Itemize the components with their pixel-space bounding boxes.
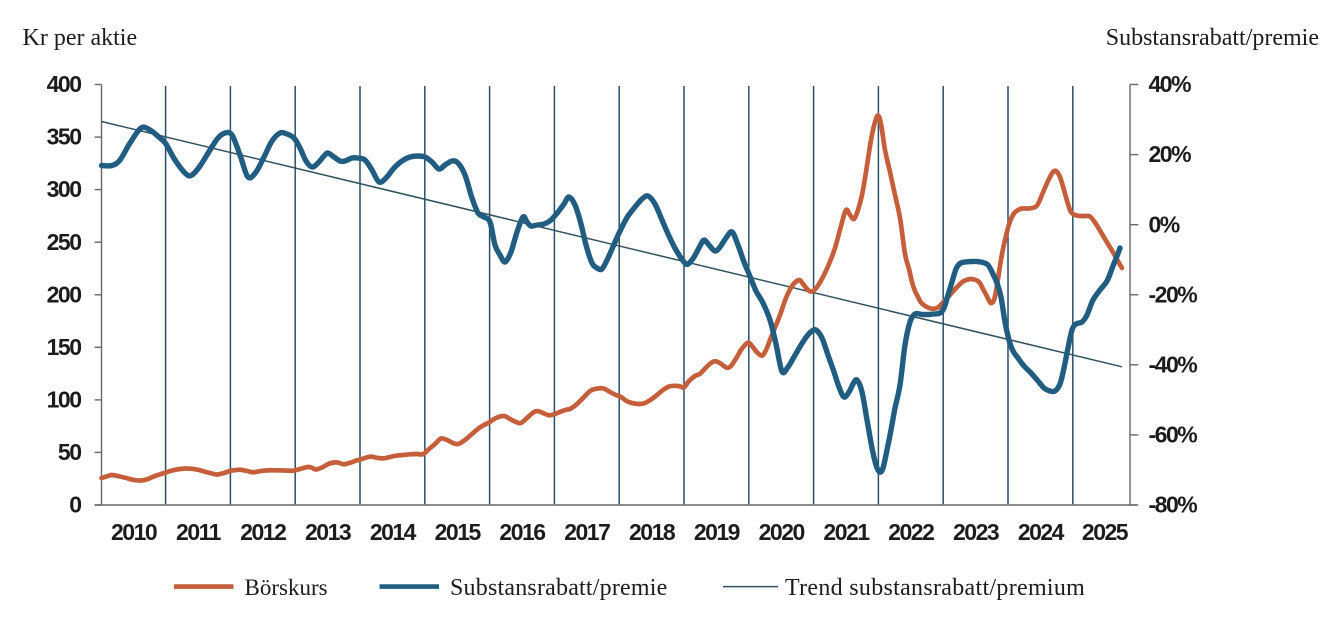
- svg-text:2020: 2020: [759, 519, 805, 545]
- svg-text:Börskurs: Börskurs: [245, 575, 328, 600]
- svg-text:50: 50: [58, 439, 81, 465]
- svg-text:Substansrabatt/premie: Substansrabatt/premie: [450, 575, 667, 601]
- svg-text:2012: 2012: [240, 519, 286, 545]
- svg-text:2018: 2018: [629, 519, 676, 545]
- svg-text:100: 100: [47, 387, 82, 413]
- svg-text:2014: 2014: [370, 519, 417, 545]
- svg-text:250: 250: [47, 229, 82, 255]
- svg-text:-80%: -80%: [1149, 492, 1198, 518]
- svg-text:2022: 2022: [888, 519, 934, 545]
- svg-text:2021: 2021: [823, 519, 870, 545]
- svg-text:200: 200: [47, 281, 82, 307]
- svg-text:40%: 40%: [1149, 71, 1192, 97]
- svg-text:2025: 2025: [1082, 519, 1129, 545]
- svg-text:150: 150: [47, 334, 82, 360]
- svg-text:2019: 2019: [694, 519, 740, 545]
- svg-text:0: 0: [69, 492, 81, 518]
- svg-text:-40%: -40%: [1149, 351, 1198, 377]
- svg-text:-20%: -20%: [1149, 281, 1198, 307]
- svg-text:Kr per aktie: Kr per aktie: [23, 25, 138, 51]
- svg-text:Substansrabatt/premie: Substansrabatt/premie: [1106, 25, 1319, 51]
- svg-text:2023: 2023: [953, 519, 999, 545]
- svg-text:0%: 0%: [1149, 211, 1180, 237]
- svg-text:-60%: -60%: [1149, 422, 1198, 448]
- svg-text:2024: 2024: [1018, 519, 1065, 545]
- svg-text:2015: 2015: [435, 519, 482, 545]
- svg-text:2010: 2010: [111, 519, 157, 545]
- svg-text:2013: 2013: [305, 519, 351, 545]
- svg-text:2017: 2017: [564, 519, 610, 545]
- svg-text:300: 300: [47, 176, 82, 202]
- svg-text:2016: 2016: [499, 519, 545, 545]
- svg-text:2011: 2011: [176, 519, 222, 545]
- svg-text:400: 400: [47, 71, 82, 97]
- svg-text:20%: 20%: [1149, 141, 1192, 167]
- svg-text:Trend substansrabatt/premium: Trend substansrabatt/premium: [785, 575, 1085, 601]
- svg-text:350: 350: [47, 124, 82, 150]
